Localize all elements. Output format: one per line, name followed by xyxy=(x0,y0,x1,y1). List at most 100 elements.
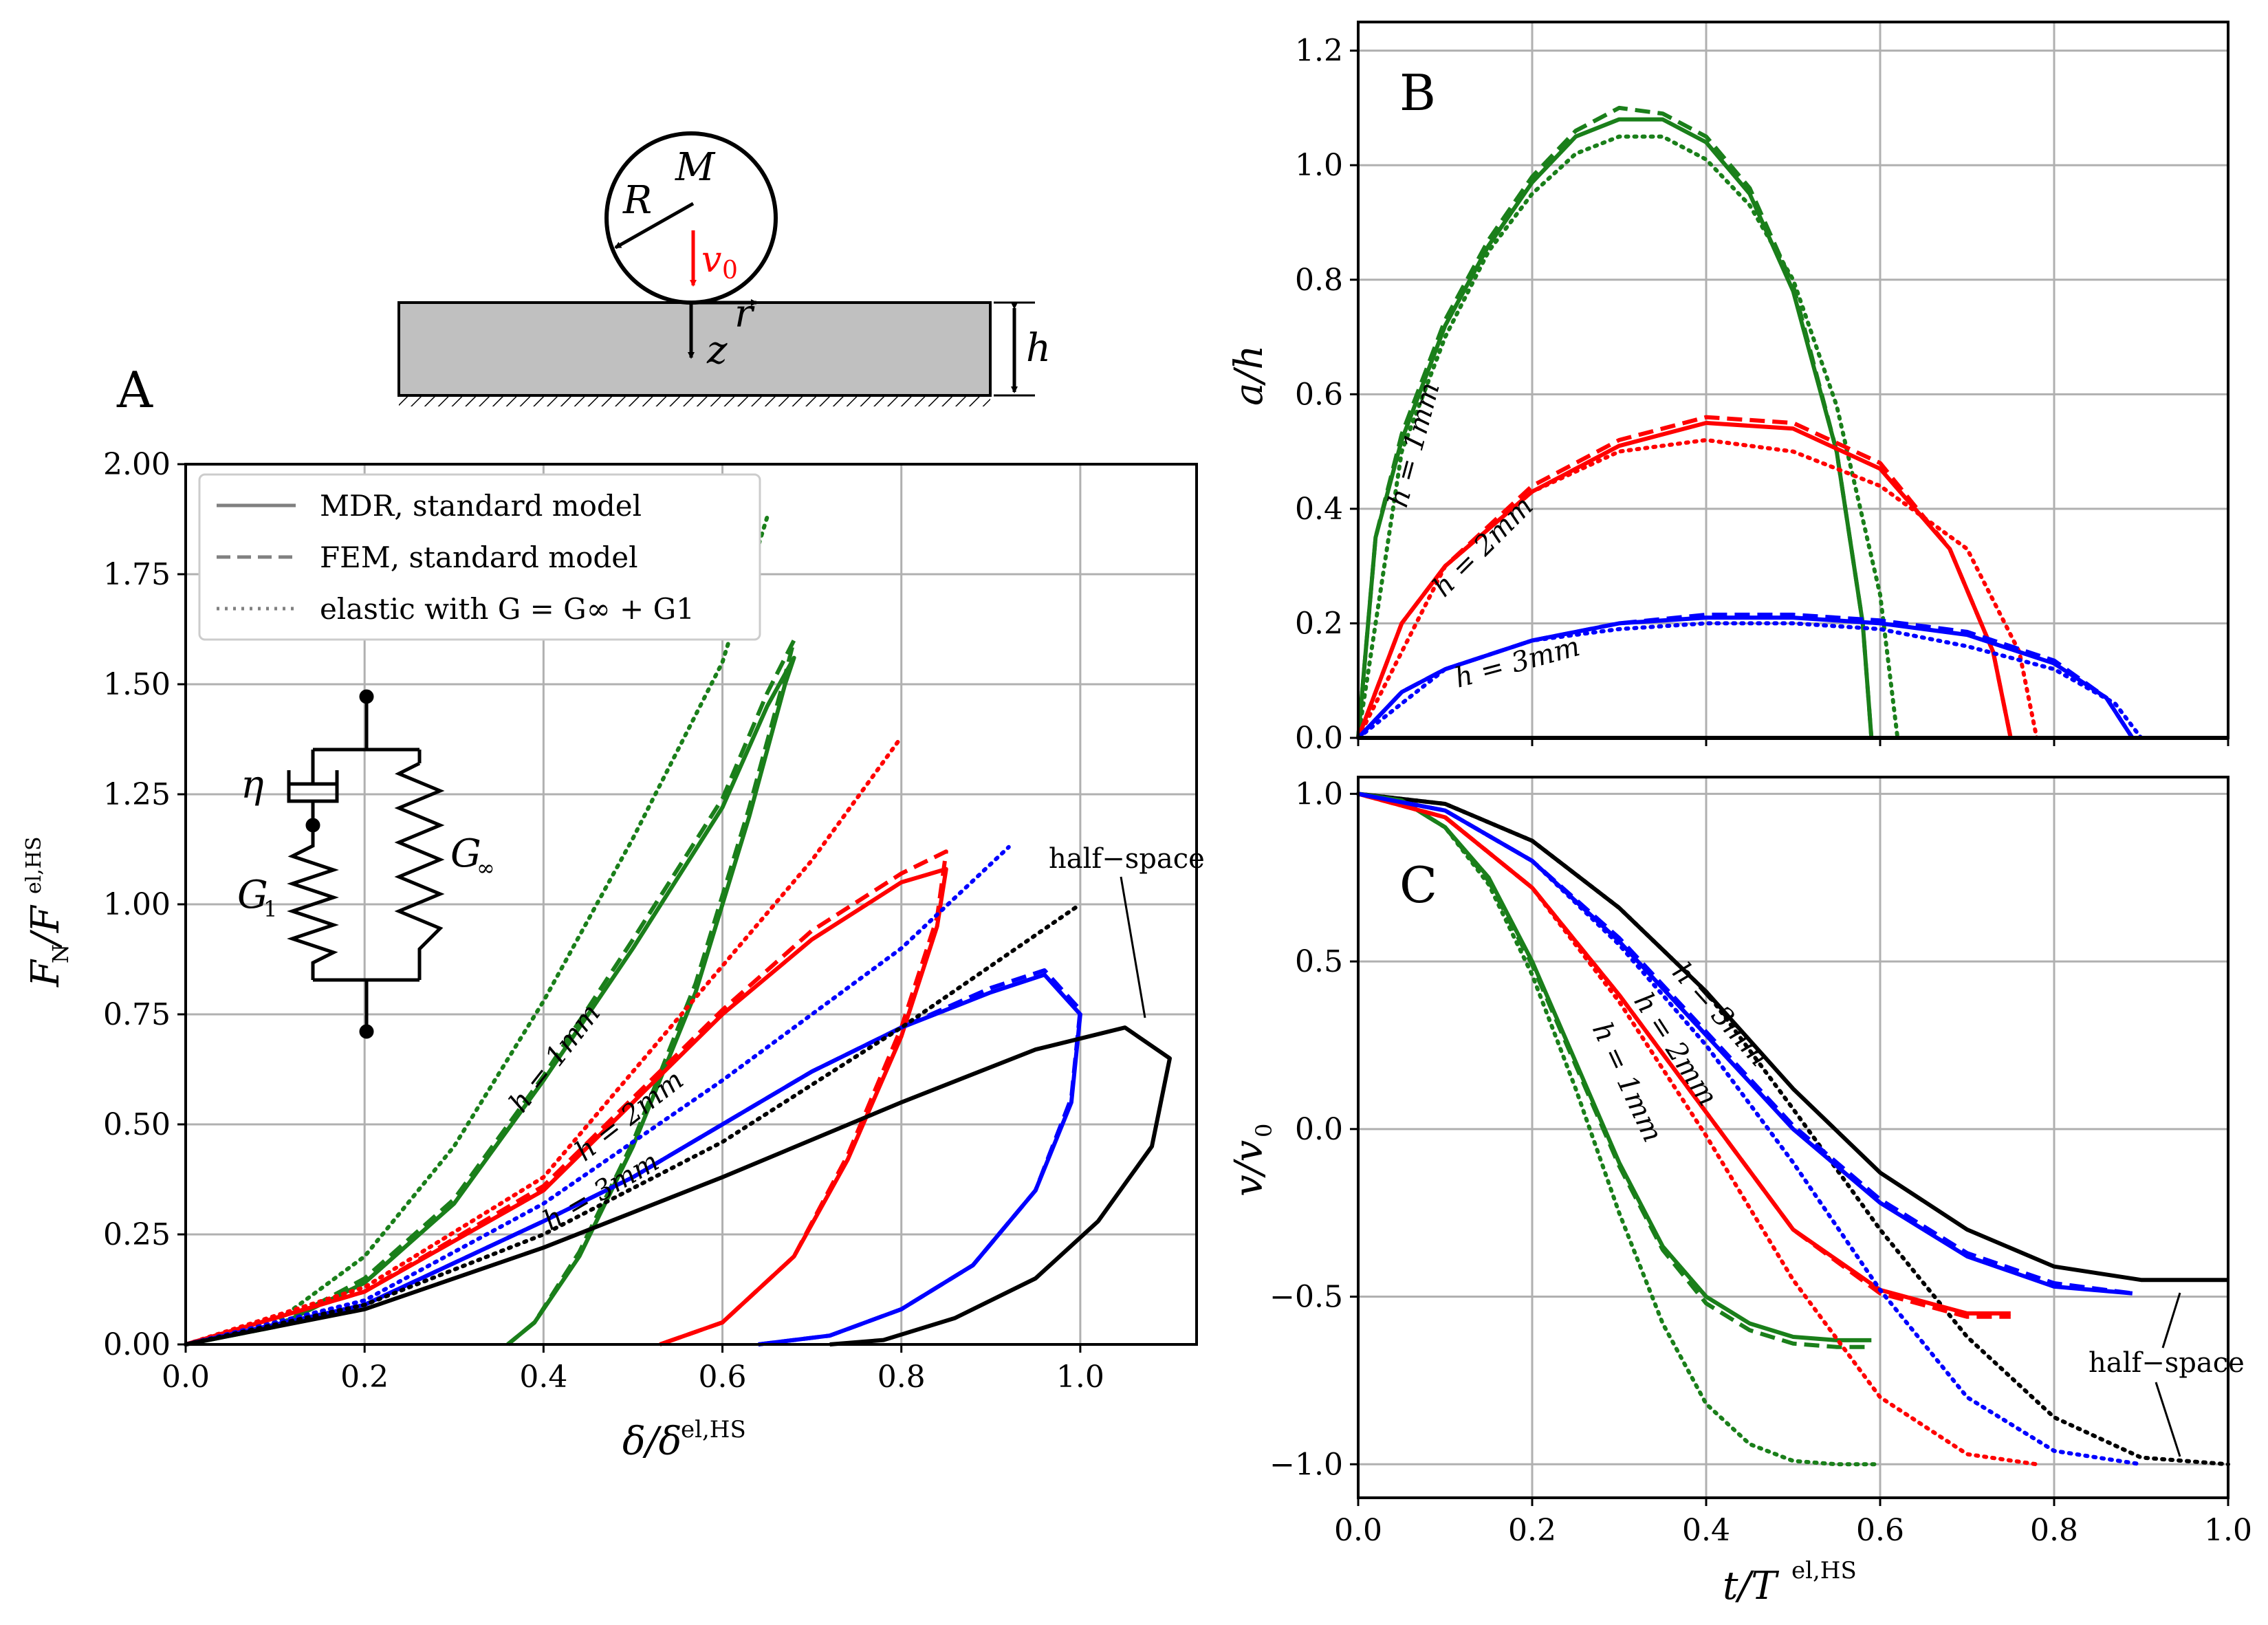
plot-b-ytick-label: 0.4 xyxy=(1295,492,1343,527)
plot-b-label-h3: h = 3mm xyxy=(1452,631,1584,695)
plot-b-label-h1: h = 1mm xyxy=(1382,379,1446,511)
plot-b-ytick-label: 0.6 xyxy=(1295,377,1343,412)
legend-label-fem: FEM, standard model xyxy=(320,541,638,574)
legend-label-mdr: MDR, standard model xyxy=(320,489,642,523)
plot-b-frame xyxy=(1357,21,2229,739)
plot-b-ytick-label: 0.2 xyxy=(1295,606,1343,641)
plot-c-xlabel: t/T el,HS xyxy=(1723,1557,1857,1608)
plot-c-series-half-space-mdr xyxy=(1357,792,2228,1283)
plot-a-series-h-3mm-fem xyxy=(185,968,1082,1346)
plot-a-label-h1: h = 1mm xyxy=(503,998,607,1118)
plot-c-xtick-label: 0.0 xyxy=(1334,1513,1382,1548)
plot-b-series-h-3mm-fem xyxy=(1356,612,2135,740)
plot-c-ytick-label: 0.0 xyxy=(1295,1112,1343,1147)
inset-g1-sub: 1 xyxy=(263,896,277,922)
radius-arrow xyxy=(614,201,695,250)
plot-a-ylabel-sub: N xyxy=(47,944,74,963)
plot-a-ytick-label: 1.00 xyxy=(103,887,171,922)
plot-c-frame xyxy=(1357,776,2229,1499)
plot-a-ytick-label: 1.75 xyxy=(103,557,171,592)
inset-ginf-label: G xyxy=(450,831,481,876)
plot-a-ylabel-sup: el,HS xyxy=(22,836,46,894)
plot-c-ytick-label: −1.0 xyxy=(1269,1447,1343,1482)
panel-label-c: C xyxy=(1399,856,1437,914)
plot-a-xtick-label: 0.0 xyxy=(162,1360,210,1395)
plot-a-xtick-label: 0.2 xyxy=(340,1360,389,1395)
z-axis-label: z xyxy=(706,328,728,373)
rigid-base-hatch xyxy=(399,395,990,406)
plot-c-ytick-label: −0.5 xyxy=(1269,1280,1343,1315)
plot-b-label-h2: h = 2mm xyxy=(1427,490,1540,603)
plot-b-line-labels: h = 1mm h = 2mm h = 3mm xyxy=(1382,379,1583,695)
plot-a-series-h-2mm-elastic xyxy=(184,734,904,1346)
r-axis-label: r xyxy=(734,292,755,336)
plot-c-series-h-2mm-elastic xyxy=(1356,792,2039,1467)
plot-a-ytick-label: 0.00 xyxy=(103,1327,171,1362)
plot-c-ylabel-sub: 0 xyxy=(1251,1124,1277,1137)
plot-a-xtick-label: 1.0 xyxy=(1056,1360,1104,1395)
plot-b-ytick-label: 0.8 xyxy=(1295,263,1343,298)
plot-a-ylabel: F N /F el,HS xyxy=(22,836,74,988)
plot-b-ytick-label: 0.0 xyxy=(1295,721,1343,756)
plot-a-xlabel-main: δ/δ xyxy=(622,1419,682,1464)
thickness-label: h xyxy=(1026,326,1051,371)
substrate-layer xyxy=(397,301,992,397)
panel-label-b: B xyxy=(1399,64,1436,122)
plot-b-series-h-1mm-elastic xyxy=(1356,134,1900,740)
plot-b-contact-radius: 0.0 0.2 0.4 0.6 0.8 1.0 1.2 xyxy=(1295,21,2229,756)
contact-schematic: M R v 0 r z h xyxy=(397,131,1051,406)
plot-a-xlabel: δ/δ el,HS xyxy=(622,1416,746,1464)
plot-a-ylabel-main: F xyxy=(23,959,68,988)
plot-c-xtick-label: 1.0 xyxy=(2204,1513,2252,1548)
plot-c-ytick-label: 0.5 xyxy=(1295,944,1343,979)
plot-a-xtick-label: 0.4 xyxy=(519,1360,567,1395)
plot-a-ytick-label: 1.25 xyxy=(103,777,171,812)
plot-c-series-h-3mm-elastic xyxy=(1356,792,2144,1467)
plot-a-series-h-1mm-fem xyxy=(185,638,796,1346)
plot-a-ytick-label: 1.50 xyxy=(103,667,171,702)
plot-b-ylabel-group: a/h xyxy=(1227,345,1272,406)
plot-b-ytick-label: 1.0 xyxy=(1295,148,1343,183)
plot-c-ylabel: v/v xyxy=(1227,1139,1272,1197)
plot-c-velocity: 0.0 0.2 0.4 0.6 0.8 1.0 −1.0 −0.5 0.0 0.5 1.0 xyxy=(1269,776,2252,1548)
plot-a-ylabel-mid: /F xyxy=(23,904,68,949)
plot-c-halfspace-leader-top xyxy=(2161,1292,2181,1349)
plot-a-ytick-label: 0.50 xyxy=(103,1107,171,1142)
plot-b-series-h-2mm-fem xyxy=(1356,415,2013,739)
panel-label-a: A xyxy=(116,361,153,419)
inset-ginf-sub: ∞ xyxy=(477,855,495,881)
plot-a-series-h-2mm-fem xyxy=(185,849,948,1346)
legend-label-elastic: elastic with G = G∞ + G1 xyxy=(320,592,695,626)
plot-c-ytick-label: 1.0 xyxy=(1295,776,1343,811)
plot-a-series-h-1mm-mdr xyxy=(185,655,796,1346)
inset-g1-label: G xyxy=(237,873,268,917)
plot-a-halfspace-leader xyxy=(1120,876,1146,1018)
plot-a-xlabel-sup: el,HS xyxy=(681,1416,746,1443)
plot-a-ytick-label: 0.75 xyxy=(103,997,171,1032)
plot-c-series-half-space-elastic xyxy=(1356,792,2230,1467)
plot-c-xtick-label: 0.6 xyxy=(1856,1513,1904,1548)
radius-label: R xyxy=(622,178,652,223)
plot-a-series-half-space-elastic xyxy=(184,902,1082,1346)
plot-a-series-h-3mm-elastic xyxy=(184,844,1011,1346)
plot-b-ytick-label: 1.2 xyxy=(1295,34,1343,69)
legend-box xyxy=(198,473,761,641)
plot-a-series-half-space-mdr xyxy=(185,1025,1172,1346)
plot-c-xtick-label: 0.8 xyxy=(2030,1513,2078,1548)
plot-c-halfspace-annotation: half−space xyxy=(2089,1347,2245,1379)
plot-a-ytick-label: 2.00 xyxy=(103,447,171,482)
mass-label: M xyxy=(675,145,716,190)
plot-c-xtick-label: 0.4 xyxy=(1682,1513,1730,1548)
plot-a-halfspace-annotation: half−space xyxy=(1049,843,1205,875)
plot-a-ytick-label: 0.25 xyxy=(103,1217,171,1252)
plot-b-ylabel: a/h xyxy=(1227,345,1272,406)
velocity-label: v xyxy=(701,239,721,281)
plot-c-xlabel-sup: el,HS xyxy=(1791,1557,1857,1584)
inset-eta-label: η xyxy=(241,763,264,807)
plot-c-line-labels: h = 1mm h = 2mm h = 3mm xyxy=(1586,957,1775,1147)
plot-a-xtick-label: 0.8 xyxy=(877,1360,926,1395)
plot-a-xtick-label: 0.6 xyxy=(699,1360,747,1395)
plot-c-series-h-1mm-fem xyxy=(1357,792,1872,1349)
plot-b-series-h-1mm-fem xyxy=(1356,105,1874,739)
